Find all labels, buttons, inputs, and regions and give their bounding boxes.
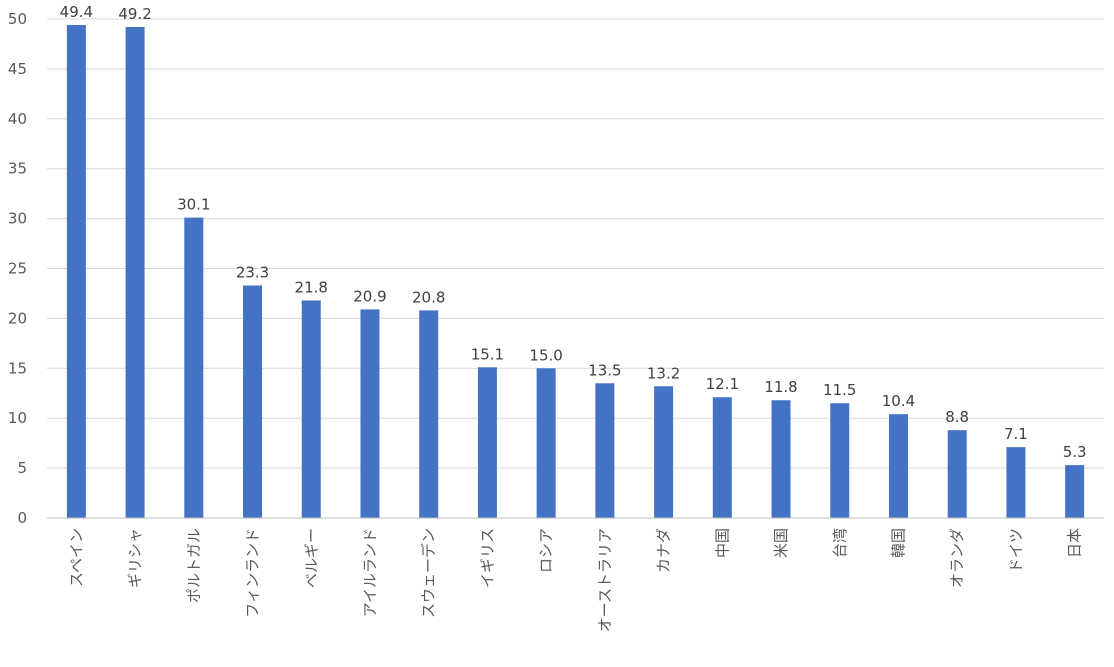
bar: [184, 217, 204, 519]
x-category-label: ポルトガル: [185, 528, 203, 603]
data-label: 13.5: [588, 361, 621, 379]
y-tick-label: 20: [8, 309, 27, 327]
bar: [360, 309, 380, 518]
bar: [947, 430, 967, 518]
data-labels: 49.4 49.2 30.1 23.3 21.8 20.9 20.8 15.1 15.0 13.5…: [60, 3, 1087, 461]
data-label: 13.2: [647, 364, 680, 382]
x-category-label: スウェーデン: [420, 528, 438, 618]
y-tick-label: 30: [8, 210, 27, 228]
bar: [595, 383, 615, 518]
bar: [419, 310, 439, 518]
x-category-label: オーストラリア: [596, 528, 614, 632]
y-tick-label: 25: [8, 260, 27, 278]
data-label: 12.1: [706, 375, 739, 393]
data-label: 10.4: [882, 392, 915, 410]
y-tick-label: 10: [8, 409, 27, 427]
y-tick-label: 0: [17, 509, 27, 527]
x-category-label: ベルギー: [302, 528, 320, 588]
x-axis-category-labels: スペイン ギリシャ ポルトガル フィンランド ベルギー アイルランド スウェーデン イギリス ロ…: [67, 528, 1083, 632]
x-category-label: オランダ: [948, 528, 966, 588]
data-label: 20.8: [412, 288, 445, 306]
bar: [125, 26, 145, 518]
x-category-label: フィンランド: [244, 528, 262, 618]
data-label: 8.8: [945, 408, 969, 426]
x-category-label: 米国: [772, 528, 790, 558]
data-label: 11.8: [764, 378, 797, 396]
y-tick-label: 35: [8, 160, 27, 178]
x-category-label: スペイン: [67, 528, 85, 587]
data-label: 5.3: [1063, 443, 1087, 461]
data-label: 21.8: [295, 278, 328, 296]
x-category-label: ロシア: [537, 528, 555, 573]
x-category-label: 日本: [1066, 528, 1084, 558]
data-label: 15.0: [529, 346, 562, 364]
x-category-label: 韓国: [889, 528, 907, 558]
data-label: 49.4: [60, 3, 93, 21]
y-tick-label: 15: [8, 359, 27, 377]
x-category-label: イギリス: [478, 528, 496, 588]
bar: [654, 386, 674, 518]
y-tick-label: 5: [17, 459, 27, 477]
bar: [243, 285, 263, 518]
data-label: 23.3: [236, 263, 269, 281]
y-tick-label: 45: [8, 60, 27, 78]
bar: [888, 414, 908, 518]
data-label: 20.9: [353, 287, 386, 305]
bar: [830, 403, 850, 518]
x-category-label: カナダ: [655, 528, 673, 573]
bars: [66, 24, 1085, 519]
data-label: 30.1: [177, 196, 210, 214]
y-tick-label: 40: [8, 110, 27, 128]
data-label: 15.1: [471, 345, 504, 363]
bar: [1006, 447, 1026, 518]
bar: [536, 368, 556, 518]
bar: [771, 400, 791, 518]
bar: [301, 300, 321, 518]
y-axis-ticks: 0 5 10 15 20 25 30 35 40 45 50: [8, 10, 27, 527]
gridlines: [47, 18, 1104, 469]
bar: [477, 367, 497, 518]
x-category-label: アイルランド: [361, 528, 379, 617]
x-category-label: ギリシャ: [126, 528, 144, 588]
bar: [712, 397, 732, 518]
y-tick-label: 50: [8, 10, 27, 28]
bar: [1065, 465, 1085, 518]
x-category-label: 台湾: [831, 528, 849, 558]
x-category-label: 中国: [713, 528, 731, 558]
data-label: 49.2: [118, 5, 151, 23]
bar: [66, 24, 86, 518]
data-label: 11.5: [823, 381, 856, 399]
data-label: 7.1: [1004, 425, 1028, 443]
x-category-label: ドイツ: [1007, 528, 1025, 573]
